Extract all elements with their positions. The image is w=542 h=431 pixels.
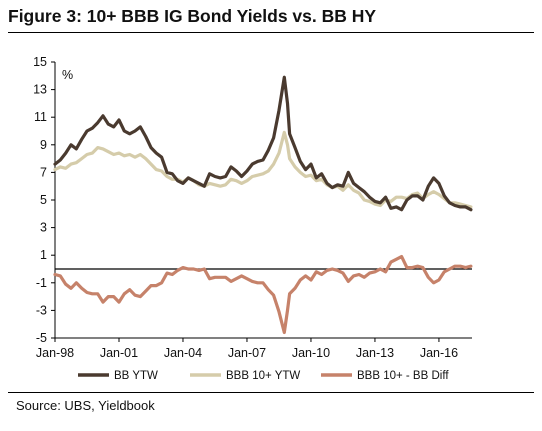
series-line-bbb-10-ytw xyxy=(53,130,473,209)
x-tick-label: Jan-04 xyxy=(164,346,202,360)
chart-title: Figure 3: 10+ BBB IG Bond Yields vs. BB … xyxy=(8,6,377,26)
source-divider xyxy=(8,392,534,393)
series-line-bb-ytw xyxy=(53,75,473,212)
y-tick-label: 1 xyxy=(40,248,47,262)
source-note: Source: UBS, Yieldbook xyxy=(16,398,155,413)
x-tick-label: Jan-07 xyxy=(228,346,266,360)
x-tick-label: Jan-98 xyxy=(36,346,74,360)
legend-label: BBB 10+ YTW xyxy=(226,370,300,382)
y-tick-label: -1 xyxy=(36,276,47,290)
legend-label: BB YTW xyxy=(114,370,158,382)
y-tick-label: 15 xyxy=(33,55,47,69)
y-tick-label: 3 xyxy=(40,221,47,235)
x-tick-label: Jan-01 xyxy=(100,346,138,360)
y-tick-label: 7 xyxy=(40,165,47,179)
y-tick-label: -5 xyxy=(36,331,47,345)
series-line-bbb-10-bb-diff xyxy=(53,255,473,335)
x-tick-label: Jan-16 xyxy=(420,346,458,360)
y-tick-label: 5 xyxy=(40,193,47,207)
title-divider xyxy=(8,32,534,33)
y-unit-label: % xyxy=(62,68,73,82)
x-tick-label: Jan-10 xyxy=(292,346,330,360)
y-tick-label: 9 xyxy=(40,138,47,152)
series-layer xyxy=(53,75,473,335)
legend: BB YTW BBB 10+ YTW BBB 10+ - BB Diff xyxy=(78,370,449,382)
x-tick-label: Jan-13 xyxy=(356,346,394,360)
legend-label: BBB 10+ - BB Diff xyxy=(357,370,449,382)
y-tick-label: -3 xyxy=(36,303,47,317)
y-tick-label: 11 xyxy=(34,110,47,124)
y-tick-label: 13 xyxy=(33,83,47,97)
